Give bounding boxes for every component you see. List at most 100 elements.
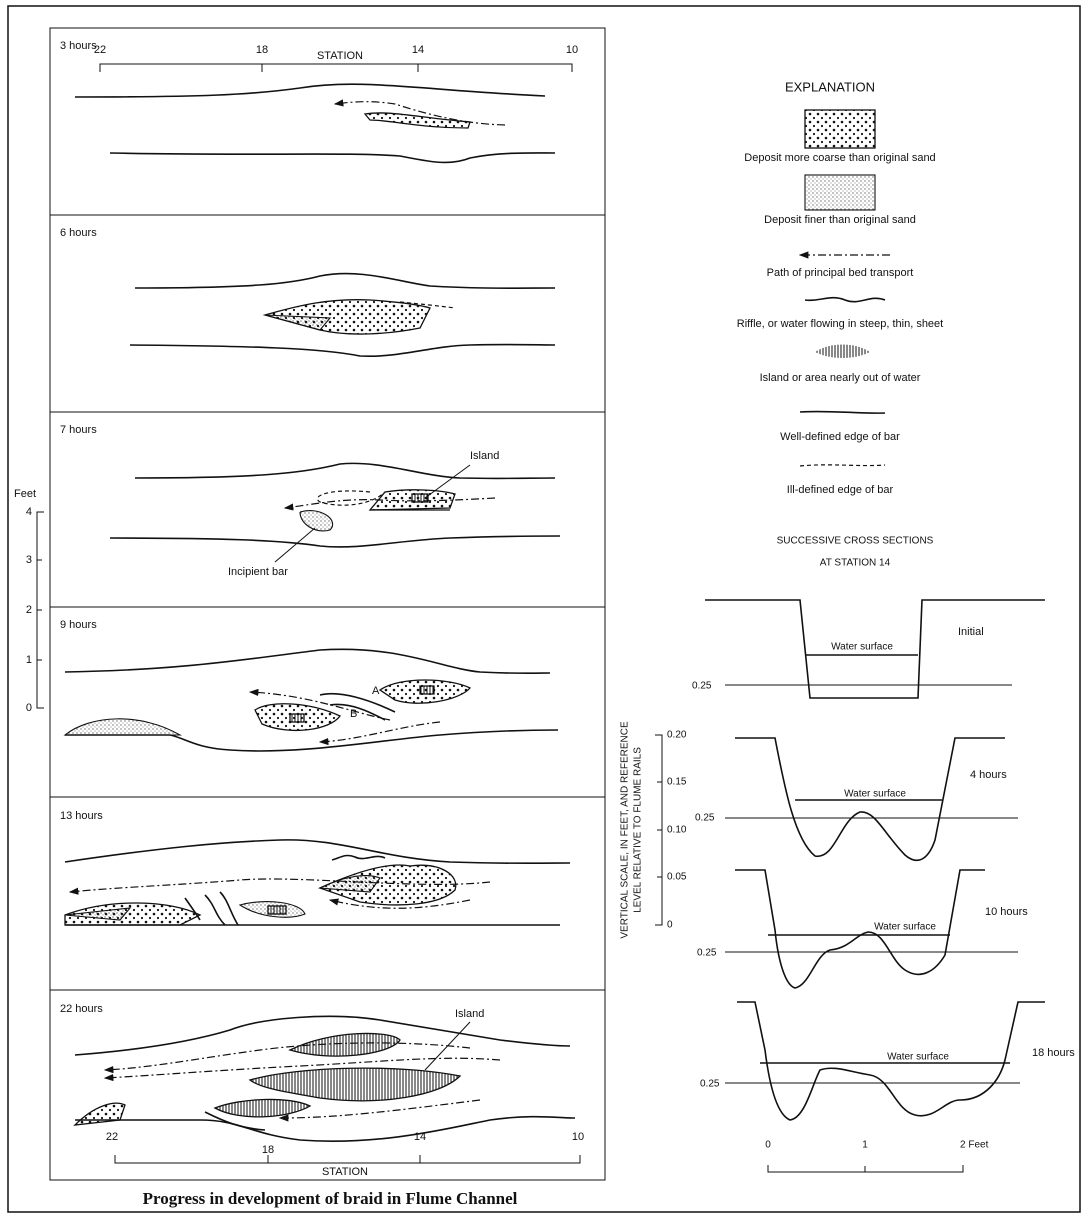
station-tick: 18 bbox=[262, 1144, 274, 1156]
channel-edge bbox=[75, 1117, 575, 1142]
scale-tick: 1 bbox=[862, 1140, 868, 1151]
feet-scale bbox=[37, 512, 44, 708]
section-label: 4 hours bbox=[970, 769, 1007, 781]
station-tick: 18 bbox=[256, 44, 268, 56]
water-label: Water surface bbox=[831, 642, 893, 653]
water-label: Water surface bbox=[874, 922, 936, 933]
cross-section bbox=[735, 870, 985, 988]
bed-transport-path bbox=[320, 722, 440, 742]
panel-label: 6 hours bbox=[60, 227, 97, 239]
section-title: SUCCESSIVE CROSS SECTIONS bbox=[777, 536, 934, 547]
scale-tick: 0 bbox=[765, 1140, 771, 1151]
legend-label: Well-defined edge of bar bbox=[780, 431, 900, 443]
reference-label: 0.25 bbox=[700, 1079, 720, 1090]
channel-edge bbox=[65, 840, 570, 863]
channel-edge bbox=[110, 536, 560, 547]
island bbox=[420, 686, 434, 694]
island bbox=[215, 1099, 310, 1116]
scale-title: LEVEL RELATIVE TO FLUME RAILS bbox=[633, 747, 644, 913]
station-tick: 14 bbox=[414, 1131, 426, 1143]
island bbox=[250, 1068, 460, 1101]
legend-swatch bbox=[800, 465, 885, 466]
channel-edge bbox=[75, 84, 545, 97]
legend-swatch bbox=[815, 345, 870, 359]
feet-tick: 4 bbox=[26, 506, 32, 518]
scale-tick: 0.05 bbox=[667, 872, 687, 883]
bed-transport-path bbox=[105, 1043, 470, 1070]
scale-tick: 0.10 bbox=[667, 825, 687, 836]
annotation: Incipient bar bbox=[228, 566, 288, 578]
feet-tick: 1 bbox=[26, 654, 32, 666]
station-tick: 14 bbox=[412, 44, 424, 56]
bar-edge bbox=[320, 694, 395, 712]
reference-label: 0.25 bbox=[695, 813, 715, 824]
station-scale bbox=[100, 64, 572, 72]
legend-swatch bbox=[800, 411, 885, 413]
fine-deposit bbox=[300, 511, 333, 531]
island bbox=[290, 714, 304, 722]
panel-label: 7 hours bbox=[60, 424, 97, 436]
left-figure: 3 hours 6 hours 7 hours 9 hours 13 hours… bbox=[14, 28, 605, 1180]
reference-label: 0.25 bbox=[697, 948, 717, 959]
horizontal-scale bbox=[768, 1165, 963, 1172]
channel-edge bbox=[65, 649, 550, 673]
station-tick: 22 bbox=[94, 44, 106, 56]
legend-label: Ill-defined edge of bar bbox=[787, 484, 894, 496]
island bbox=[268, 906, 286, 914]
legend-swatch bbox=[805, 110, 875, 148]
feet-title: Feet bbox=[14, 488, 36, 500]
feet-tick: 3 bbox=[26, 554, 32, 566]
legend-label: Deposit more coarse than original sand bbox=[744, 152, 935, 164]
panel-frame bbox=[50, 28, 605, 1180]
section-label: Initial bbox=[958, 626, 984, 638]
fine-deposit bbox=[65, 719, 180, 735]
figure: 3 hours 6 hours 7 hours 9 hours 13 hours… bbox=[0, 0, 1088, 1221]
scale-tick: 0.20 bbox=[667, 730, 687, 741]
station-title: STATION bbox=[317, 50, 363, 62]
ill-defined-edge bbox=[317, 491, 385, 505]
bed-transport-path bbox=[280, 1100, 480, 1118]
legend-label: Island or area nearly out of water bbox=[760, 372, 921, 384]
explanation-title: EXPLANATION bbox=[785, 79, 875, 94]
explanation: EXPLANATION Deposit more coarse than ori… bbox=[737, 79, 943, 495]
riffle bbox=[185, 892, 238, 925]
fine-deposit bbox=[265, 315, 330, 330]
feet-tick: 2 bbox=[26, 604, 32, 616]
water-label: Water surface bbox=[887, 1052, 949, 1063]
cross-sections: SUCCESSIVE CROSS SECTIONS AT STATION 14 … bbox=[620, 536, 1076, 1172]
station-tick: 22 bbox=[106, 1131, 118, 1143]
station-title: STATION bbox=[322, 1166, 368, 1178]
outer-border bbox=[8, 6, 1080, 1212]
station-tick: 10 bbox=[566, 44, 578, 56]
channel-edge bbox=[135, 274, 555, 289]
panel-label: 9 hours bbox=[60, 619, 97, 631]
caption: Progress in development of braid in Flum… bbox=[143, 1189, 518, 1208]
scale-tick: 2 Feet bbox=[960, 1140, 989, 1151]
panel-label: 22 hours bbox=[60, 1003, 103, 1015]
water-label: Water surface bbox=[844, 789, 906, 800]
channel-edge bbox=[110, 153, 555, 163]
feet-tick: 0 bbox=[26, 702, 32, 714]
legend-label: Path of principal bed transport bbox=[767, 267, 914, 279]
annotation: Island bbox=[455, 1008, 484, 1020]
section-label: 18 hours bbox=[1032, 1047, 1075, 1059]
legend-swatch bbox=[805, 298, 885, 302]
scale-title: VERTICAL SCALE, IN FEET, AND REFERENCE bbox=[620, 721, 631, 939]
coarse-deposit bbox=[365, 113, 470, 128]
scale-tick: 0 bbox=[667, 920, 673, 931]
vertical-scale bbox=[655, 735, 662, 925]
annotation: A bbox=[372, 685, 380, 697]
section-title: AT STATION 14 bbox=[820, 558, 891, 569]
channel-edge bbox=[130, 345, 555, 357]
station-tick: 10 bbox=[572, 1131, 584, 1143]
legend-swatch bbox=[805, 175, 875, 210]
annotation: Island bbox=[470, 450, 499, 462]
legend-label: Riffle, or water flowing in steep, thin,… bbox=[737, 318, 943, 330]
legend-label: Deposit finer than original sand bbox=[764, 214, 916, 226]
coarse-deposit bbox=[75, 1103, 125, 1125]
annotation: B bbox=[350, 708, 357, 720]
channel-edge bbox=[135, 463, 555, 478]
riffle bbox=[332, 855, 385, 860]
section-label: 10 hours bbox=[985, 906, 1028, 918]
panel-label: 13 hours bbox=[60, 810, 103, 822]
